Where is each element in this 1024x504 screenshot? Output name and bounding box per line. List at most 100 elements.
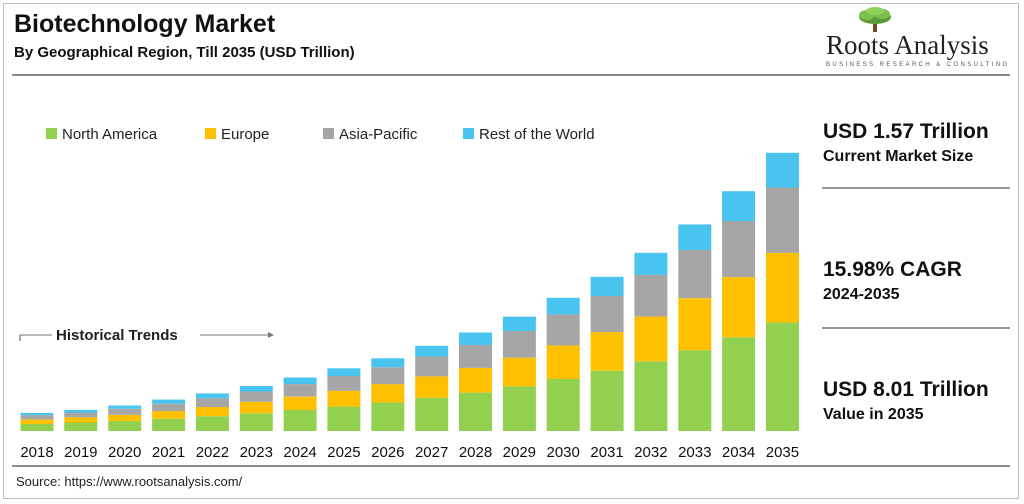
bar-segment-north-america-2034: [722, 337, 756, 431]
x-tick-label: 2019: [64, 444, 97, 461]
bar-segment-north-america-2025: [327, 406, 361, 431]
kpi-current-market-size: USD 1.57 Trillion Current Market Size: [823, 120, 989, 166]
bar-stack-2026: [371, 358, 405, 431]
bar-stack-2019: [64, 410, 98, 431]
x-tick-label: 2022: [196, 444, 229, 461]
bar-segment-north-america-2020: [108, 421, 142, 431]
kpi-label: Current Market Size: [823, 148, 974, 165]
arrow-right-icon: [268, 332, 274, 338]
bar-stack-2034: [722, 191, 756, 431]
bar-segment-asia-pacific-2019: [64, 412, 98, 418]
bar-segment-europe-2031: [590, 332, 624, 371]
bar-segment-asia-pacific-2029: [502, 331, 536, 358]
bar-segment-rest-of-the-world-2034: [722, 191, 756, 222]
kpi-value: USD 1.57 Trillion: [823, 120, 989, 143]
x-tick-label: 2032: [634, 444, 667, 461]
bar-segment-rest-of-the-world-2027: [415, 345, 449, 357]
bar-segment-rest-of-the-world-2032: [634, 252, 668, 275]
bar-segment-europe-2020: [108, 414, 142, 422]
bar-segment-asia-pacific-2033: [678, 249, 712, 299]
top-divider: [12, 74, 1010, 76]
x-tick-label: 2033: [678, 444, 711, 461]
x-tick-label: 2028: [459, 444, 492, 461]
x-axis-ticks: 2018 2019 2020 2021 2022 2023 2024 2025 2026 2027…: [20, 444, 799, 461]
bar-segment-north-america-2021: [152, 418, 186, 431]
bar-stack-2032: [634, 252, 668, 431]
logo-name: Roots Analysis: [826, 30, 989, 60]
roots-analysis-logo: Roots Analysis BUSINESS RESEARCH & CONSU…: [822, 6, 1012, 72]
bar-segment-asia-pacific-2028: [459, 345, 492, 368]
bar-segment-rest-of-the-world-2035: [766, 152, 799, 188]
bar-stack-2020: [108, 405, 142, 431]
bar-segment-asia-pacific-2027: [415, 356, 449, 377]
bar-segment-asia-pacific-2032: [634, 274, 668, 317]
kpi-value: 15.98% CAGR: [823, 258, 962, 281]
legend-label: North America: [62, 126, 158, 143]
x-tick-label: 2018: [20, 444, 53, 461]
bar-stack-2027: [415, 345, 449, 431]
legend-swatch: [463, 128, 474, 139]
bar-segment-asia-pacific-2025: [327, 376, 361, 391]
bar-segment-asia-pacific-2020: [108, 408, 142, 415]
bar-segment-asia-pacific-2024: [283, 384, 317, 397]
bar-segment-asia-pacific-2034: [722, 221, 756, 278]
kpi-label: 2024-2035: [823, 286, 900, 303]
bottom-divider: [12, 465, 1010, 467]
bar-segment-rest-of-the-world-2022: [195, 393, 229, 399]
bar-segment-north-america-2026: [371, 402, 405, 431]
bar-segment-europe-2023: [239, 401, 273, 414]
bar-segment-north-america-2032: [634, 361, 668, 431]
bar-segment-north-america-2018: [20, 424, 54, 431]
x-tick-label: 2029: [503, 444, 536, 461]
bar-segment-asia-pacific-2023: [239, 391, 273, 402]
bar-segment-rest-of-the-world-2028: [459, 332, 492, 345]
bar-segment-europe-2034: [722, 277, 756, 338]
kpi-value: USD 8.01 Trillion: [823, 378, 989, 401]
bar-segment-north-america-2019: [64, 422, 98, 431]
bar-segment-europe-2035: [766, 252, 799, 323]
bar-segment-europe-2026: [371, 384, 405, 403]
bar-stack-2030: [546, 297, 580, 431]
bar-segment-europe-2029: [502, 357, 536, 387]
bar-stack-2023: [239, 386, 273, 431]
x-tick-label: 2034: [722, 444, 755, 461]
bar-segment-europe-2028: [459, 367, 492, 393]
legend-item: Europe: [205, 126, 269, 143]
legend-item: North America: [46, 126, 158, 143]
bar-segment-asia-pacific-2030: [546, 314, 580, 346]
bar-segment-europe-2022: [195, 407, 229, 417]
bar-segment-rest-of-the-world-2030: [546, 297, 580, 315]
tree-logo-icon: [859, 7, 891, 32]
bar-segment-rest-of-the-world-2031: [590, 276, 624, 296]
bar-segment-rest-of-the-world-2024: [283, 377, 317, 385]
x-tick-label: 2025: [327, 444, 360, 461]
bar-segment-asia-pacific-2031: [590, 295, 624, 333]
historical-trends-label: Historical Trends: [56, 327, 178, 344]
legend-swatch: [46, 128, 57, 139]
x-tick-label: 2023: [240, 444, 273, 461]
bar-segment-europe-2027: [415, 376, 449, 398]
chart-title: Biotechnology Market: [14, 10, 276, 38]
bar-segment-asia-pacific-2026: [371, 367, 405, 385]
logo-tagline: BUSINESS RESEARCH & CONSULTING: [826, 62, 1010, 68]
bar-stack-2025: [327, 368, 361, 431]
chart-subtitle: By Geographical Region, Till 2035 (USD T…: [14, 44, 355, 61]
bar-segment-asia-pacific-2022: [195, 398, 229, 408]
chart-bars: [20, 152, 799, 431]
bar-segment-north-america-2028: [459, 392, 492, 431]
bar-segment-europe-2030: [546, 345, 580, 379]
bar-segment-europe-2025: [327, 390, 361, 407]
x-tick-label: 2026: [371, 444, 404, 461]
chart-legend: North America Europe Asia-Pacific Rest of t…: [46, 126, 595, 143]
source-note: Source: https://www.rootsanalysis.com/: [16, 474, 243, 489]
bar-stack-2031: [590, 276, 624, 431]
kpi-divider: [822, 327, 1010, 329]
x-tick-label: 2030: [547, 444, 580, 461]
legend-label: Asia-Pacific: [339, 126, 418, 143]
bar-segment-north-america-2029: [502, 386, 536, 431]
x-tick-label: 2031: [590, 444, 623, 461]
bar-segment-north-america-2033: [678, 350, 712, 431]
x-tick-label: 2020: [108, 444, 141, 461]
bar-segment-north-america-2024: [283, 410, 317, 431]
